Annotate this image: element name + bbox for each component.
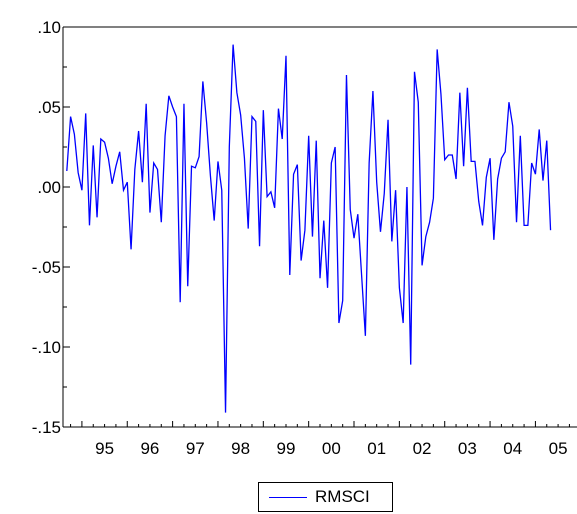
x-tick-label: 01 [367,439,386,458]
y-tick-label: -.05 [32,258,61,277]
x-tick-label: 95 [95,439,114,458]
plot-frame [62,26,577,428]
y-tick-label: -.15 [32,418,61,437]
legend-label-rmsci: RMSCI [315,487,370,506]
line-chart: .10 .05 .00 -.05 -.10 -.15 95 96 97 98 99 00 01 02 03… [32,18,577,458]
x-axis: 95 96 97 98 99 00 01 02 03 04 05 [70,421,570,458]
x-tick-label: 05 [549,439,568,458]
y-axis: .10 .05 .00 -.05 -.10 -.15 [32,18,70,437]
series-layer [66,44,552,413]
legend: RMSCI [258,482,393,512]
x-tick-label: 97 [186,439,205,458]
y-tick-label: .00 [37,178,61,197]
x-tick-label: 04 [503,439,522,458]
legend-swatch-rmsci [269,497,307,498]
x-tick-label: 02 [413,439,432,458]
x-tick-label: 03 [458,439,477,458]
y-tick-label: .10 [37,18,61,37]
series-line-rmsci [66,44,552,413]
x-tick-label: 00 [322,439,341,458]
y-tick-label: -.10 [32,338,61,357]
x-tick-label: 99 [277,439,296,458]
y-tick-label: .05 [37,98,61,117]
x-tick-label: 98 [231,439,250,458]
x-tick-label: 96 [140,439,159,458]
